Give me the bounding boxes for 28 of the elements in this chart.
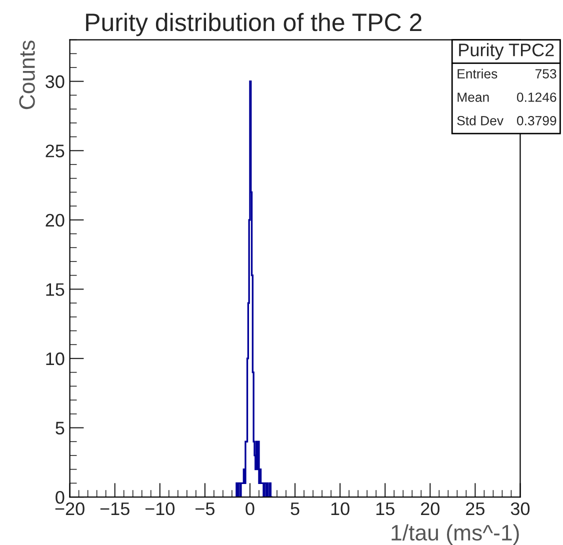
x-tick-label: 20	[421, 502, 440, 516]
annotation: 0.3799	[516, 116, 556, 126]
x-tick-label: 15	[376, 502, 394, 516]
y-tick-label: 5	[56, 422, 64, 434]
annotation: Purity TPC2	[459, 43, 554, 60]
x-tick-label: −10	[145, 502, 174, 516]
x-tick-label: −15	[100, 502, 130, 516]
x-tick-label: 5	[290, 502, 300, 516]
annotation: Std Dev	[457, 116, 504, 126]
x-axis-title: 1/tau (ms^-1)	[392, 524, 519, 545]
annotation: Mean	[458, 92, 489, 102]
y-tick-label: 30	[46, 75, 64, 88]
x-tick-label: 10	[331, 502, 350, 516]
y-tick-label: 25	[46, 144, 64, 158]
text: 753	[535, 69, 556, 78]
y-tick-label: 15	[46, 283, 64, 296]
y-axis-title: Counts	[19, 40, 35, 110]
x-tick-label: 0	[246, 502, 254, 516]
y-tick-label: 10	[46, 352, 64, 366]
chart-title: Purity distribution of the TPC 2	[86, 12, 422, 36]
y-tick-label: 20	[46, 214, 64, 227]
x-tick-label: 25	[466, 502, 484, 516]
x-tick-label: −20	[55, 502, 84, 516]
x-tick-label: 30	[510, 502, 530, 516]
annotation: Entries	[458, 68, 498, 78]
annotation: 0.1246	[516, 92, 556, 102]
y-tick-label: 0	[56, 490, 64, 504]
x-tick-label: −5	[196, 502, 214, 516]
